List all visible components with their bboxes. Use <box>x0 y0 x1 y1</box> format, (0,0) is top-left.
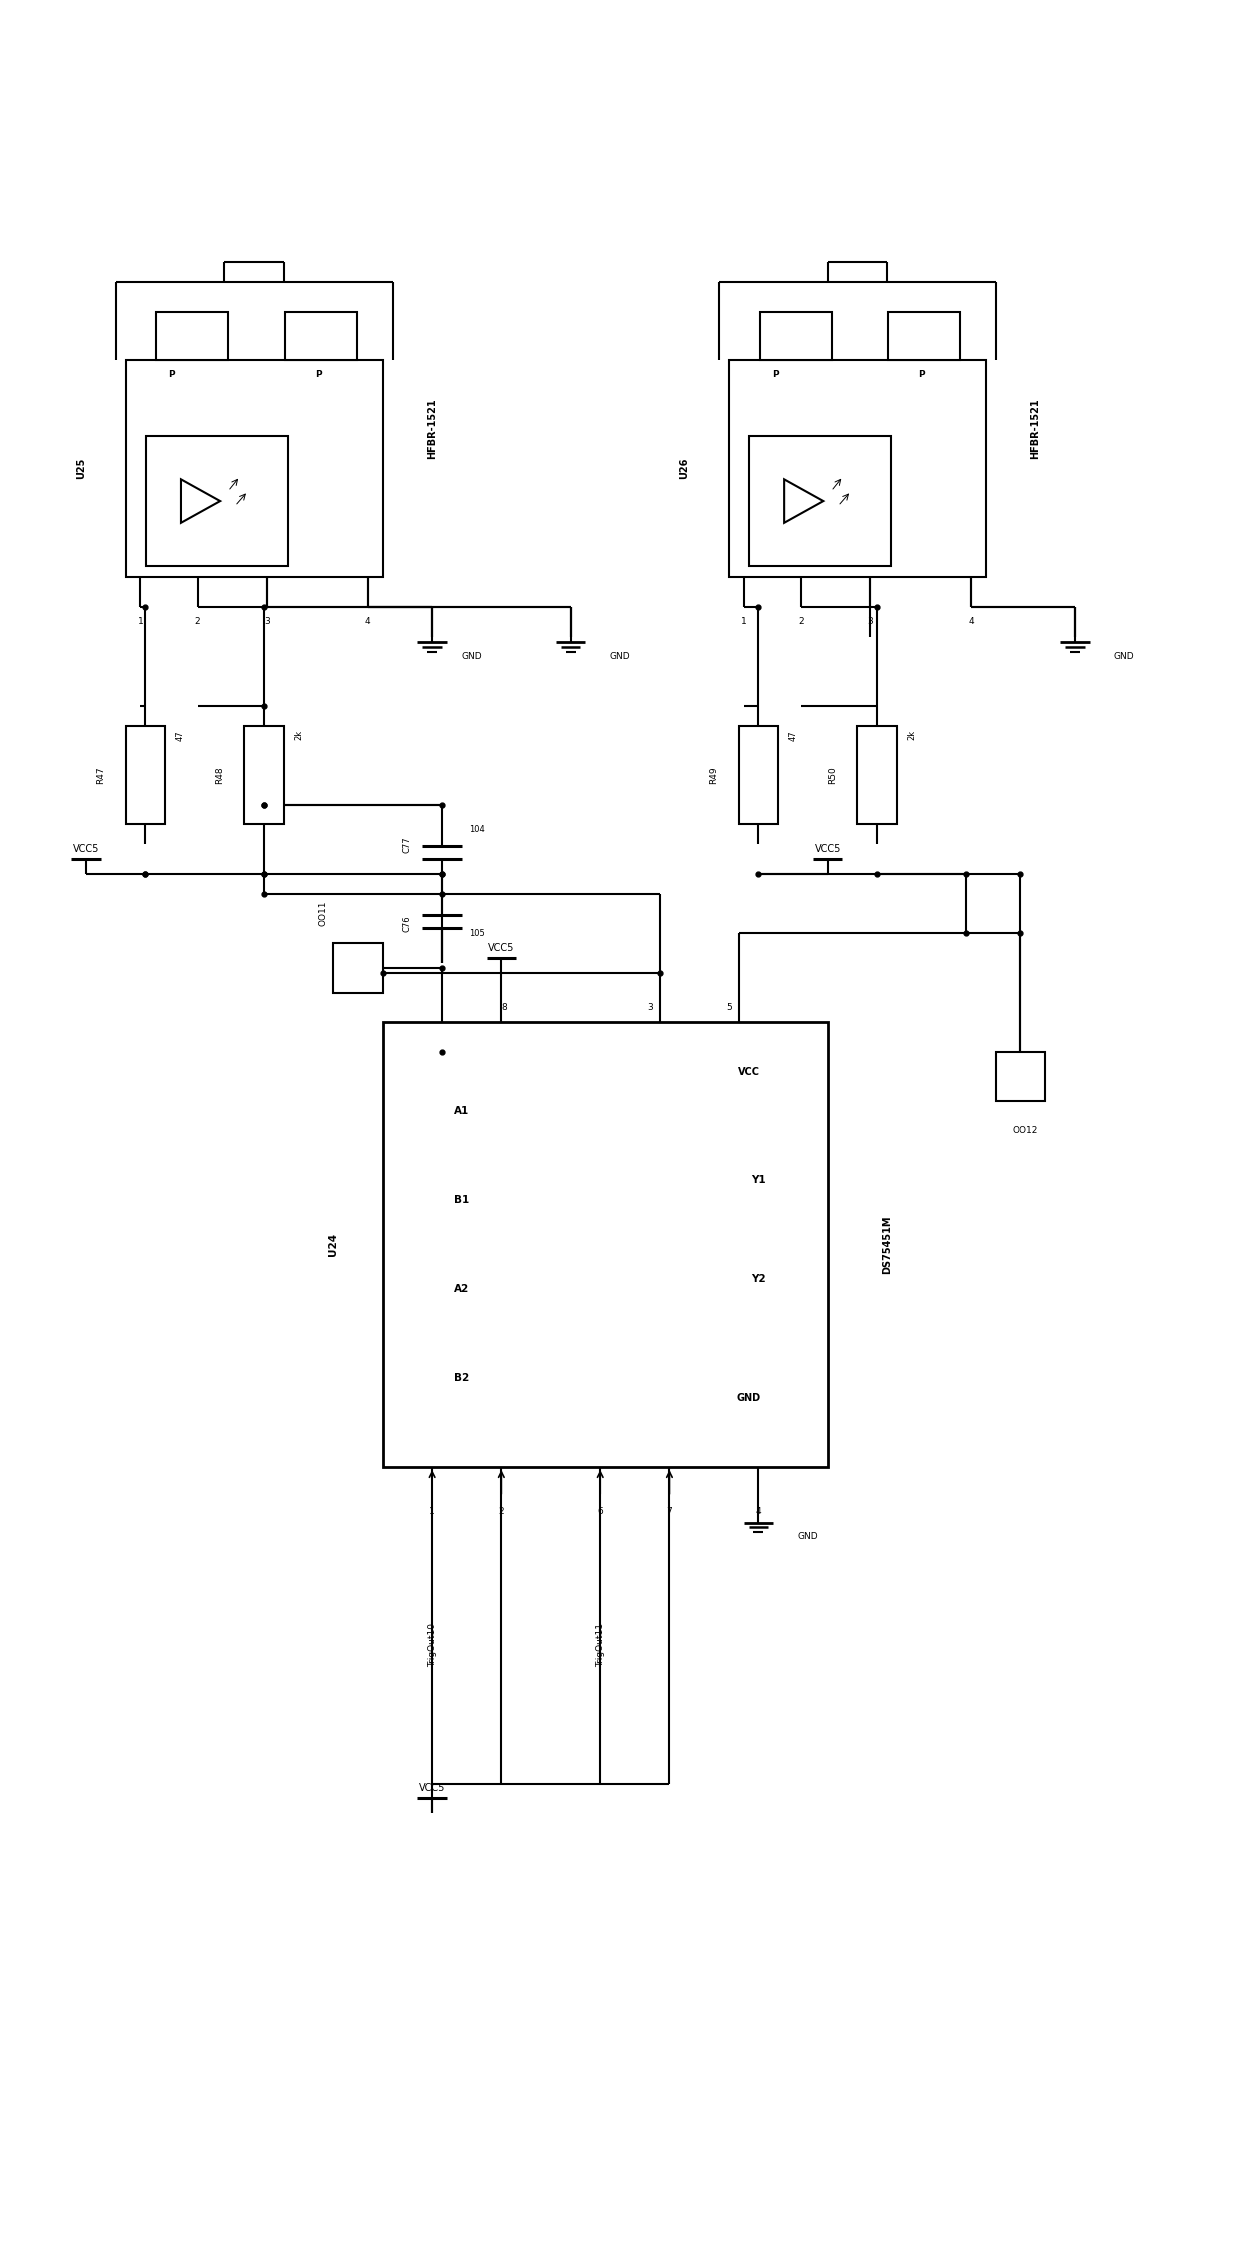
Text: Y2: Y2 <box>751 1275 766 1284</box>
Text: 3: 3 <box>867 617 873 626</box>
Text: 2k: 2k <box>908 730 916 741</box>
Text: VCC: VCC <box>738 1067 760 1076</box>
Bar <box>749 437 890 565</box>
Text: U25: U25 <box>76 457 86 480</box>
Text: P: P <box>771 369 779 378</box>
Bar <box>156 311 228 360</box>
Text: C77: C77 <box>403 835 412 854</box>
Text: DS75451M: DS75451M <box>882 1216 892 1275</box>
Text: 6: 6 <box>598 1507 603 1516</box>
Text: 4: 4 <box>755 1507 761 1516</box>
Bar <box>729 360 986 577</box>
Text: U26: U26 <box>680 457 689 480</box>
Text: 1: 1 <box>138 617 144 626</box>
Bar <box>888 311 960 360</box>
Text: VCC5: VCC5 <box>419 1784 445 1793</box>
Text: 2: 2 <box>498 1507 505 1516</box>
Text: P: P <box>919 369 925 378</box>
Text: 47: 47 <box>176 730 185 741</box>
Text: TrigOut10: TrigOut10 <box>428 1624 436 1666</box>
Bar <box>125 725 165 824</box>
Text: GND: GND <box>610 651 630 660</box>
Bar <box>244 725 284 824</box>
Text: 8: 8 <box>501 1002 507 1011</box>
Bar <box>760 311 832 360</box>
Text: 2k: 2k <box>294 730 303 741</box>
Text: 3: 3 <box>264 617 270 626</box>
Text: 5: 5 <box>725 1002 732 1011</box>
Text: OO11: OO11 <box>319 901 327 926</box>
Text: U24: U24 <box>329 1234 339 1257</box>
Text: VCC5: VCC5 <box>815 844 841 854</box>
Bar <box>285 311 357 360</box>
Text: VCC5: VCC5 <box>489 944 515 953</box>
Text: GND: GND <box>461 651 482 660</box>
Text: OO12: OO12 <box>1013 1126 1038 1135</box>
Text: 4: 4 <box>365 617 371 626</box>
Bar <box>383 1022 827 1466</box>
Text: Y1: Y1 <box>751 1176 766 1185</box>
Text: R49: R49 <box>709 766 718 784</box>
Text: A2: A2 <box>454 1284 470 1295</box>
Text: B2: B2 <box>454 1374 470 1383</box>
Text: 7: 7 <box>667 1507 672 1516</box>
Text: GND: GND <box>797 1531 818 1540</box>
Text: P: P <box>169 369 175 378</box>
Text: GND: GND <box>1114 651 1135 660</box>
Text: GND: GND <box>737 1394 760 1403</box>
Text: TrigOut11: TrigOut11 <box>595 1624 605 1666</box>
Text: HFBR-1521: HFBR-1521 <box>1030 399 1040 459</box>
Bar <box>996 1052 1045 1101</box>
Text: P: P <box>315 369 321 378</box>
Text: R47: R47 <box>97 766 105 784</box>
Text: VCC5: VCC5 <box>73 844 99 854</box>
Text: HFBR-1521: HFBR-1521 <box>427 399 438 459</box>
Bar <box>334 944 383 993</box>
Bar <box>739 725 779 824</box>
Text: C76: C76 <box>403 914 412 932</box>
Bar <box>146 437 288 565</box>
Text: R48: R48 <box>215 766 224 784</box>
Text: 105: 105 <box>469 928 485 937</box>
Text: 1: 1 <box>740 617 746 626</box>
Text: 3: 3 <box>647 1002 652 1011</box>
Text: 104: 104 <box>469 824 485 833</box>
Text: 2: 2 <box>195 617 201 626</box>
Bar <box>125 360 383 577</box>
Text: 1: 1 <box>429 1507 435 1516</box>
Text: R50: R50 <box>828 766 837 784</box>
Text: 47: 47 <box>789 730 797 741</box>
Text: 4: 4 <box>968 617 973 626</box>
Text: B1: B1 <box>454 1196 470 1205</box>
Text: 2: 2 <box>799 617 804 626</box>
Bar <box>857 725 897 824</box>
Text: A1: A1 <box>454 1106 470 1117</box>
